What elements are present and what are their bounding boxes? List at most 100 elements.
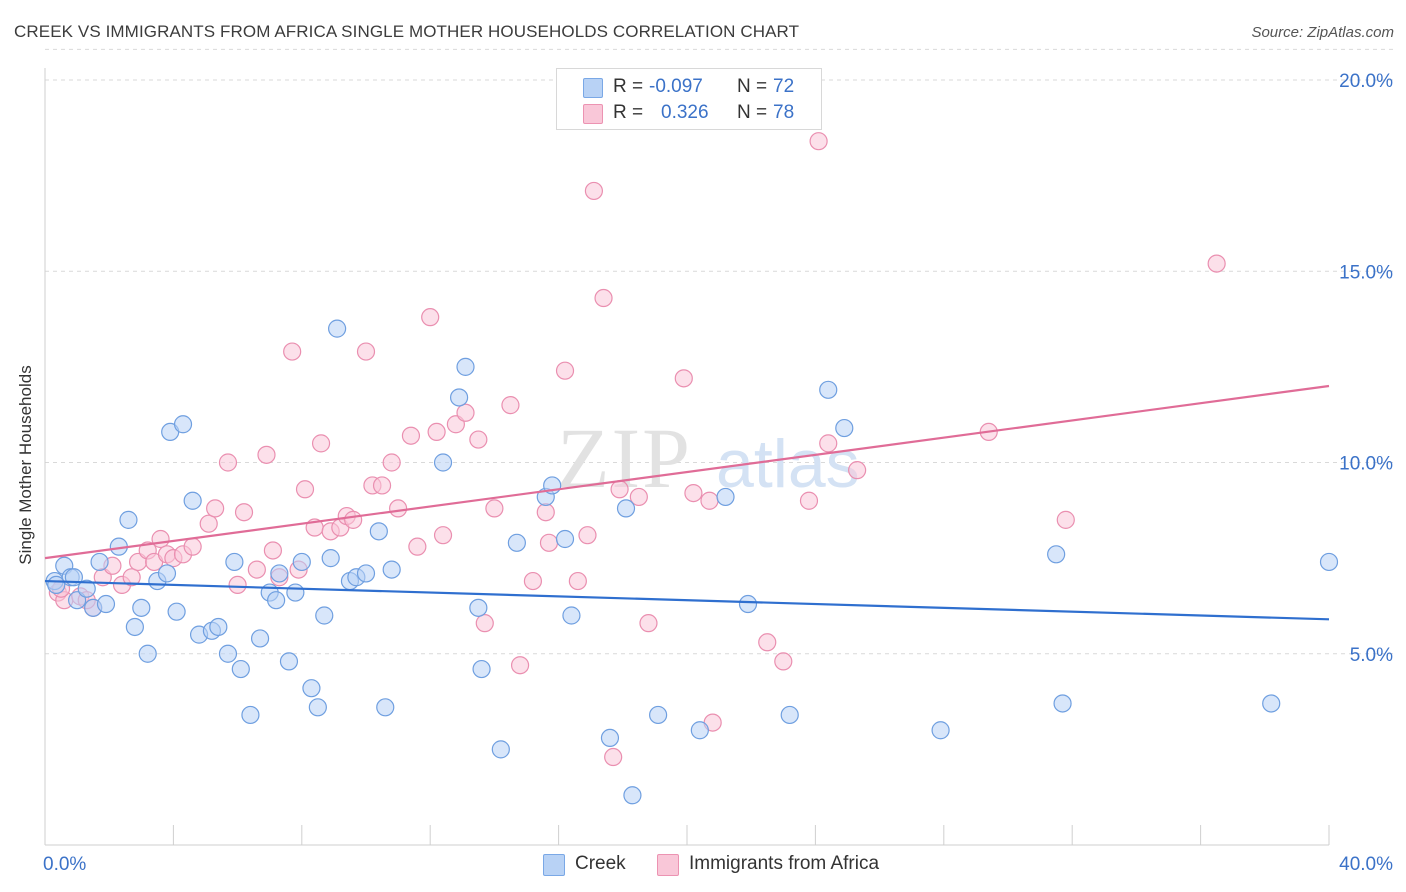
africa-point (218, 453, 238, 472)
africa-point (122, 568, 141, 587)
creek-point (469, 598, 488, 617)
africa-point (684, 484, 703, 503)
creek-point (267, 591, 286, 610)
africa-point (295, 480, 315, 499)
africa-point (389, 499, 408, 518)
africa-point (848, 461, 867, 480)
creek-point (649, 705, 668, 725)
creek-point (555, 529, 575, 549)
creek-point (250, 629, 270, 648)
creek-swatch (583, 78, 603, 98)
creek-point (183, 491, 202, 510)
africa-point (456, 403, 475, 422)
series-creek-points (45, 319, 1339, 805)
watermark-atlas: atlas (716, 426, 860, 502)
creek-point (433, 453, 453, 472)
africa-point (819, 434, 838, 453)
creek-point (356, 564, 376, 583)
africa-point (151, 529, 170, 549)
africa-point (536, 503, 555, 522)
africa-point (610, 480, 629, 499)
tick-labels: 5.0% 10.0% 15.0% 20.0% 0.0% 40.0% (43, 71, 1393, 875)
creek-point (302, 679, 321, 698)
africa-point (408, 537, 427, 556)
africa-point (523, 571, 543, 591)
africa-point (578, 526, 597, 545)
africa-point (401, 426, 421, 445)
creek-point (47, 575, 66, 595)
creek-point (376, 698, 395, 717)
legend-row-africa: R = 0.326 N = 78 (557, 100, 821, 126)
creek-point (132, 598, 151, 617)
bottom-legend-creek-swatch (543, 854, 565, 876)
creek-point (328, 319, 347, 338)
x-tick-label: 40.0% (1339, 854, 1393, 875)
creek-trend-line (44, 579, 1330, 621)
creek-point (616, 499, 636, 518)
africa-point (485, 499, 504, 518)
africa-point (433, 526, 453, 545)
y-tick-label: 15.0% (1339, 262, 1393, 283)
creek-point (780, 705, 799, 725)
africa-point (421, 308, 440, 327)
africa-point (629, 487, 648, 507)
africa-point (604, 747, 623, 767)
africa-swatch (583, 104, 603, 124)
creek-r-value: -0.097 (649, 76, 703, 97)
creek-point (690, 721, 709, 740)
africa-point (427, 422, 446, 441)
creek-point (167, 602, 186, 621)
africa-point (283, 342, 302, 361)
africa-point (700, 491, 719, 510)
creek-n-value: 72 (773, 76, 795, 97)
africa-point (501, 396, 520, 415)
africa-point (263, 541, 283, 560)
africa-point (372, 476, 392, 495)
africa-point (475, 614, 494, 633)
africa-point (1056, 510, 1075, 529)
y-tick-label: 20.0% (1339, 71, 1393, 92)
creek-point (308, 698, 327, 717)
africa-point (311, 434, 331, 453)
creek-point (270, 564, 289, 583)
africa-point (469, 430, 488, 449)
africa-trend-line (44, 384, 1330, 560)
africa-point (228, 575, 247, 595)
africa-point (199, 514, 218, 533)
creek-point (1262, 694, 1281, 713)
africa-r-value: 0.326 (661, 102, 709, 123)
africa-point (257, 445, 276, 464)
africa-point (639, 614, 658, 633)
y-tick-label: 5.0% (1350, 645, 1393, 666)
africa-point (234, 503, 254, 522)
africa-point (382, 453, 401, 472)
africa-point (809, 132, 828, 151)
bottom-legend-creek: Creek (575, 853, 626, 874)
africa-point (758, 633, 777, 652)
y-axis-label-wrap: Single Mother Households (16, 365, 36, 564)
africa-point (206, 499, 225, 518)
africa-point (1207, 254, 1226, 273)
africa-point (555, 361, 575, 380)
africa-n-value: 78 (773, 102, 795, 123)
africa-r-label: R = (613, 102, 644, 123)
creek-point (738, 594, 758, 614)
creek-point (1319, 552, 1339, 572)
creek-point (225, 552, 244, 572)
bottom-legend: Creek Immigrants from Africa (543, 852, 943, 876)
creek-point (77, 579, 96, 598)
creek-point (491, 740, 510, 759)
grid-lines (45, 48, 1393, 655)
creek-point (835, 418, 854, 438)
x-tick-label: 0.0% (43, 854, 86, 875)
bottom-legend-africa-swatch (657, 854, 679, 876)
africa-point (539, 533, 559, 552)
africa-point (674, 369, 693, 388)
chart-title: CREEK VS IMMIGRANTS FROM AFRICA SINGLE M… (14, 22, 800, 41)
africa-point (356, 342, 376, 361)
africa-point (568, 571, 587, 591)
creek-point (382, 560, 401, 579)
creek-point (173, 415, 193, 434)
creek-point (623, 786, 642, 805)
